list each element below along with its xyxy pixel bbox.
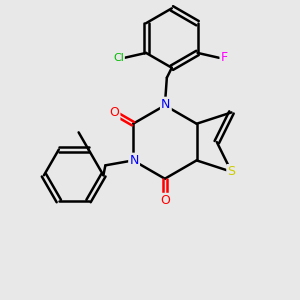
Text: O: O	[109, 106, 119, 119]
Text: S: S	[227, 165, 236, 178]
Text: O: O	[160, 194, 170, 207]
Text: F: F	[221, 51, 228, 64]
Text: N: N	[129, 154, 139, 167]
Text: Cl: Cl	[113, 53, 124, 63]
Text: N: N	[161, 98, 170, 111]
